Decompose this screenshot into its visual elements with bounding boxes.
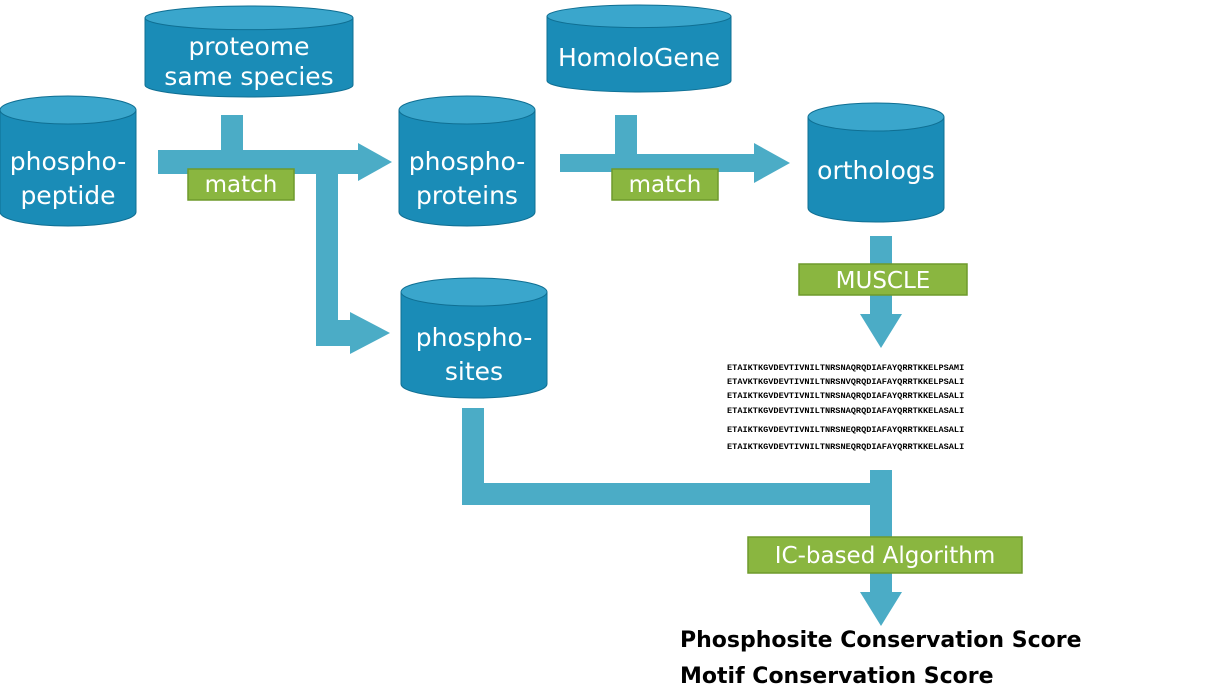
output-phosphosite-score: Phosphosite Conservation Score [680, 628, 1082, 653]
process-match-1-label: match [205, 172, 278, 198]
db-phosphosites-label-line1: phospho- [416, 323, 533, 352]
process-match-2: match [611, 168, 719, 201]
db-phosphoproteins: phospho- proteins [398, 95, 536, 227]
cylinder-body [144, 17, 354, 98]
cylinder-body [0, 109, 137, 227]
cylinder-top [144, 5, 354, 31]
process-match-1: match [187, 168, 295, 201]
cylinder-body [546, 15, 732, 93]
process-match-2-label: match [629, 172, 702, 198]
process-muscle: MUSCLE [798, 263, 968, 296]
cylinder-body [398, 109, 536, 227]
connector-branch-down [316, 160, 338, 325]
db-orthologs-label: orthologs [817, 156, 935, 185]
db-phosphopeptide-label-line2: peptide [20, 181, 115, 210]
process-muscle-label: MUSCLE [836, 268, 931, 294]
db-orthologs: orthologs [807, 102, 945, 223]
connector-homologene-drop [615, 115, 637, 160]
cylinder-body [400, 291, 548, 399]
output-motif-score: Motif Conservation Score [680, 664, 994, 689]
cylinder-top [0, 95, 137, 125]
db-homologene: HomoloGene [546, 4, 732, 93]
alignment-line: ETAIKTKGVDEVTIVNILTNRSNAQRQDIAFAYQRRTKKE… [727, 406, 964, 416]
arrow-to-phosphosites [316, 312, 390, 354]
cylinder-top [400, 277, 548, 307]
db-homologene-label: HomoloGene [558, 43, 720, 72]
connector-sites-down [462, 408, 484, 505]
alignment-line: ETAIKTKGVDEVTIVNILTNRSNEQRQDIAFAYQRRTKKE… [727, 442, 964, 452]
connector-sites-across [462, 483, 892, 505]
cylinder-top [546, 4, 732, 29]
db-phosphosites: phospho- sites [400, 277, 548, 399]
db-phosphopeptide: phospho- peptide [0, 95, 137, 227]
db-proteome-label-line1: proteome [188, 32, 309, 61]
alignment-line: ETAIKTKGVDEVTIVNILTNRSNAQRQDIAFAYQRRTKKE… [727, 391, 964, 401]
db-proteome-label-line2: same species [164, 62, 333, 91]
sequence-alignment: ETAIKTKGVDEVTIVNILTNRSNAQRQDIAFAYQRRTKKE… [727, 363, 964, 452]
cylinder-body [807, 116, 945, 223]
cylinder-top [807, 102, 945, 132]
alignment-line: ETAIKTKGVDEVTIVNILTNRSNEQRQDIAFAYQRRTKKE… [727, 425, 964, 435]
db-phosphopeptide-label-line1: phospho- [10, 147, 127, 176]
db-phosphosites-label-line2: sites [445, 357, 503, 386]
connector-proteome-drop [221, 115, 243, 155]
db-phosphoproteins-label-line2: proteins [416, 181, 518, 210]
db-proteome: proteome same species [144, 5, 354, 98]
process-ic-algorithm: IC-based Algorithm [747, 536, 1023, 574]
process-ic-algorithm-label: IC-based Algorithm [775, 543, 996, 569]
db-phosphoproteins-label-line1: phospho- [409, 147, 526, 176]
cylinder-top [398, 95, 536, 125]
arrow-proteins-to-orthologs [560, 143, 790, 183]
alignment-line: ETAVKTKGVDEVTIVNILTNRSNVQRQDIAFAYQRRTKKE… [727, 377, 964, 387]
alignment-line: ETAIKTKGVDEVTIVNILTNRSNAQRQDIAFAYQRRTKKE… [727, 363, 964, 373]
